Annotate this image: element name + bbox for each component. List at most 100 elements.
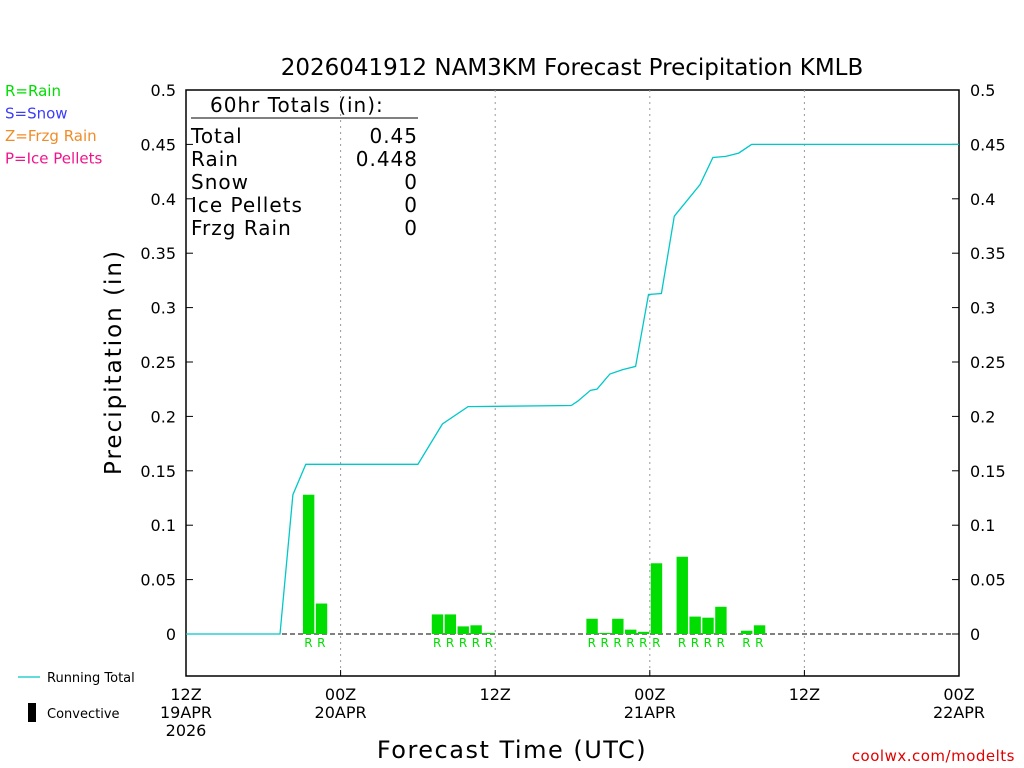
precip-type-label: R [678,636,686,650]
x-tick-label: 12Z [480,685,511,704]
precip-bar-h38 [676,556,688,634]
totals-value-3: 0 [404,193,418,217]
x-tick-label: 20APR [315,703,367,722]
y-tick-label-left: 0.15 [140,462,176,481]
precip-type-label: R [588,636,596,650]
y-tick-label-left: 0.45 [140,135,176,154]
key-entry-3: P=Ice Pellets [5,150,102,168]
plot-frame [185,89,960,677]
precip-type-label: R [446,636,454,650]
y-tick-label-left: 0.2 [151,407,176,426]
precip-type-label: R [433,636,441,650]
key-entry-2: Z=Frzg Rain [5,127,97,145]
precip-type-label: R [742,636,750,650]
y-tick-label-right: 0.4 [970,190,995,209]
precip-bar-h32 [599,632,611,634]
precip-type-label: R [613,636,621,650]
precip-bar-h34 [625,629,637,634]
totals-value-2: 0 [404,170,418,194]
totals-label-0: Total [190,124,243,148]
precip-bar-h22 [470,625,482,634]
convective-swatch [28,703,36,722]
precip-type-label: R [485,636,493,650]
convective-legend-label: Convective [47,707,120,722]
precip-bar-h35 [637,631,650,634]
precip-bar-h40 [702,617,714,634]
precip-bar-h39 [689,616,701,634]
series-legend: Running Total Convective [18,671,135,722]
precip-bar-h19 [431,614,444,634]
precip-bar-h10 [315,603,328,634]
x-tick-label: 00Z [943,685,974,704]
precip-bar-h9 [302,494,315,634]
y-tick-label-left: 0.4 [151,190,176,209]
precip-bar-h31 [586,618,598,634]
precip-type-label: R [317,636,325,650]
totals-value-1: 0.448 [356,147,418,171]
y-tick-label-left: 0.1 [151,516,176,535]
totals-table: 60hr Totals (in): Total 0.45 Rain 0.448 Snow… [190,93,418,240]
totals-value-0: 0.45 [369,124,418,148]
key-entry-0: R=Rain [5,82,61,100]
running-total-line [186,143,959,635]
totals-label-3: Ice Pellets [191,193,303,217]
y-tick-label-left: 0.25 [140,353,176,372]
running-total-legend-label: Running Total [47,671,135,686]
precip-type-label: R [755,636,763,650]
totals-label-2: Snow [191,170,249,194]
x-axis-label: Forecast Time (UTC) [377,736,647,764]
x-tick-label: 12Z [170,685,201,704]
y-tick-label-right: 0.3 [970,299,995,318]
precip-type-label: R [626,636,634,650]
x-tick-label: 22APR [933,703,985,722]
y-tick-label-right: 0 [970,625,980,644]
x-tick-label: 00Z [325,685,356,704]
precip-bar-h44 [753,625,766,634]
totals-value-4: 0 [404,216,418,240]
precip-bar-h33 [612,618,624,634]
precip-type-key: R=Rain S=Snow Z=Frzg Rain P=Ice Pellets [5,82,102,168]
totals-label-4: Frzg Rain [191,216,292,240]
precip-bar-h43 [740,630,753,634]
vertical-gridlines [340,90,805,676]
y-tick-label-right: 0.25 [970,353,1006,372]
x-tick-label: 2026 [166,721,207,740]
totals-label-1: Rain [191,147,239,171]
precip-type-label: R [472,636,480,650]
footer-credit: coolwx.com/modelts [852,747,1015,765]
precip-type-label: R [601,636,609,650]
y-tick-label-left: 0.3 [151,299,176,318]
y-axis-ticks: 0 00.05 0.050.1 0.10.15 0.150.2 0.20.25 0.250.… [140,81,1005,644]
y-tick-label-left: 0.5 [151,81,176,100]
key-entry-1: S=Snow [5,105,68,123]
x-tick-label: 21APR [624,703,676,722]
precip-type-label: R [459,636,467,650]
precip-type-label: R [716,636,724,650]
y-tick-label-right: 0.5 [970,81,995,100]
y-tick-label-left: 0 [166,625,176,644]
precip-type-label: R [704,636,712,650]
y-tick-label-right: 0.1 [970,516,995,535]
precip-type-label: R [652,636,660,650]
precip-bar-h23 [483,632,495,634]
x-tick-label: 00Z [634,685,665,704]
y-tick-label-left: 0.05 [140,571,176,590]
chart-title: 2026041912 NAM3KM Forecast Precipitation… [281,55,864,81]
precip-bar-h20 [444,614,457,634]
precip-bar-h36 [650,563,663,634]
y-axis-label: Precipitation (in) [101,249,127,475]
x-tick-label: 19APR [160,703,212,722]
y-tick-label-right: 0.2 [970,407,995,426]
precip-type-label: R [304,636,312,650]
precip-type-label: R [639,636,647,650]
precip-type-label: R [691,636,699,650]
precip-bar-h41 [715,606,727,634]
y-tick-label-right: 0.05 [970,571,1006,590]
x-tick-label: 12Z [789,685,820,704]
precip-bars [302,494,766,634]
totals-header: 60hr Totals (in): [210,93,384,117]
y-tick-label-left: 0.35 [140,244,176,263]
